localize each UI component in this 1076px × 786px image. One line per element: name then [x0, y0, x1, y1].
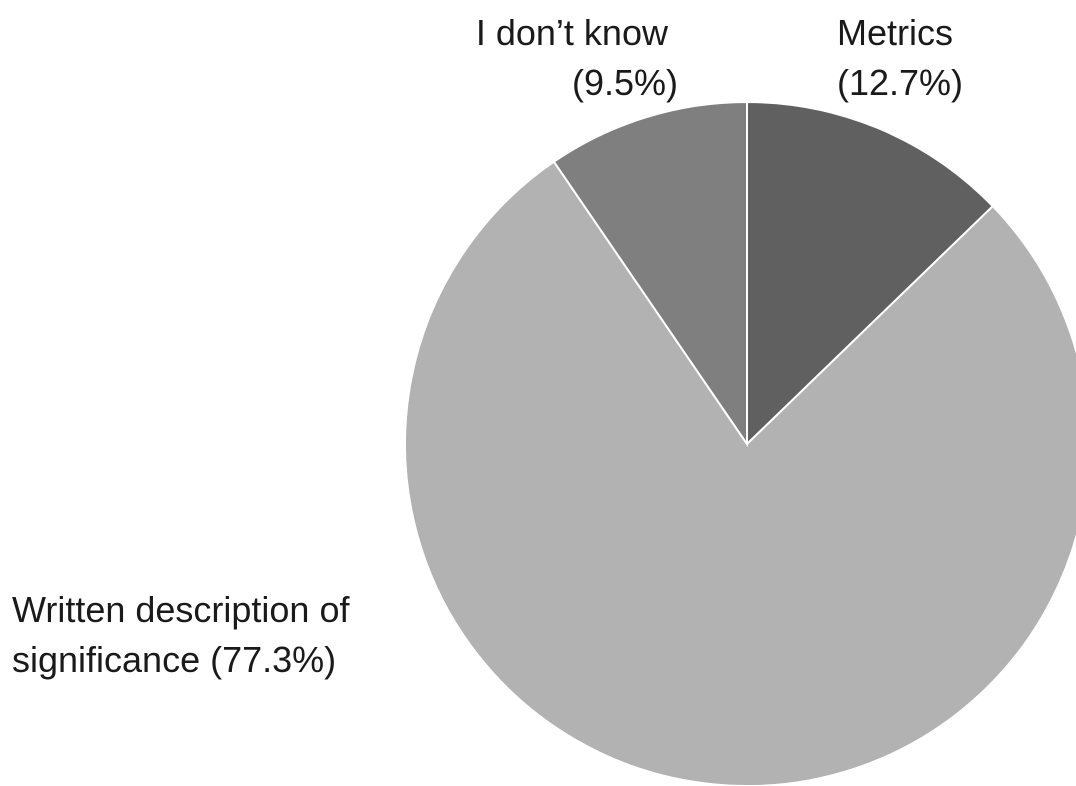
- slice-label-written-description-line-2: significance (77.3%): [12, 639, 336, 680]
- slice-label-written-description-line-1: Written description of: [12, 589, 350, 630]
- slice-label-i-dont-know-line-1: I don’t know: [476, 12, 669, 53]
- slice-label-i-dont-know-line-2: (9.5%): [572, 62, 678, 103]
- pie-slice-metrics: [746, 100, 995, 447]
- slice-label-metrics-line-2: (12.7%): [837, 62, 963, 103]
- pie-slice-i-dont-know: [552, 100, 748, 448]
- pie-slices: [404, 100, 1076, 786]
- slice-label-metrics-line-1: Metrics: [837, 12, 953, 53]
- pie-slice-written-description: [404, 160, 1076, 786]
- slice-label-i-dont-know: I don’t know (9.5%): [476, 12, 678, 103]
- slice-label-written-description: Written description of significance (77.…: [12, 589, 360, 680]
- slice-label-metrics: Metrics (12.7%): [837, 12, 963, 103]
- slice-labels: Metrics (12.7%) Written description of s…: [12, 12, 963, 680]
